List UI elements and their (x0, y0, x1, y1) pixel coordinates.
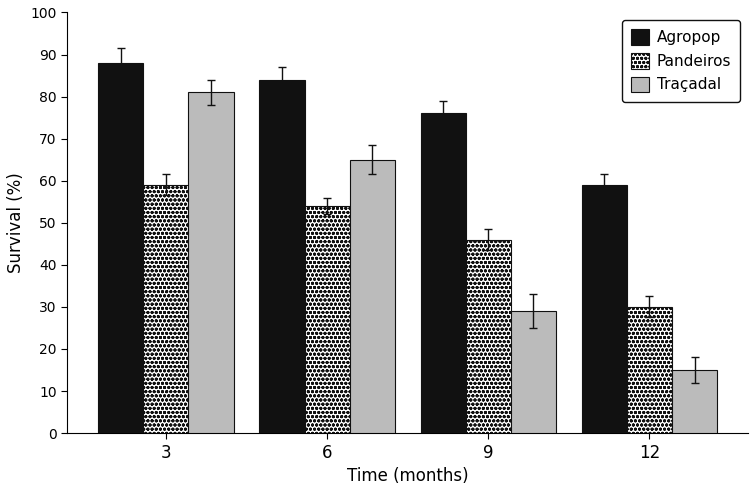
Bar (466, 240, 511, 433)
Bar (143, 185, 189, 433)
Bar (350, 160, 395, 433)
Bar (260, 80, 304, 433)
Bar (304, 206, 350, 433)
Legend: Agropop, Pandeiros, Traçadal: Agropop, Pandeiros, Traçadal (621, 20, 741, 102)
Y-axis label: Survival (%): Survival (%) (7, 172, 25, 273)
Bar (627, 307, 672, 433)
Bar (511, 311, 556, 433)
Bar (421, 113, 466, 433)
Bar (582, 185, 627, 433)
Bar (189, 92, 233, 433)
Bar (98, 63, 143, 433)
Bar (672, 370, 717, 433)
X-axis label: Time (months): Time (months) (347, 467, 469, 485)
